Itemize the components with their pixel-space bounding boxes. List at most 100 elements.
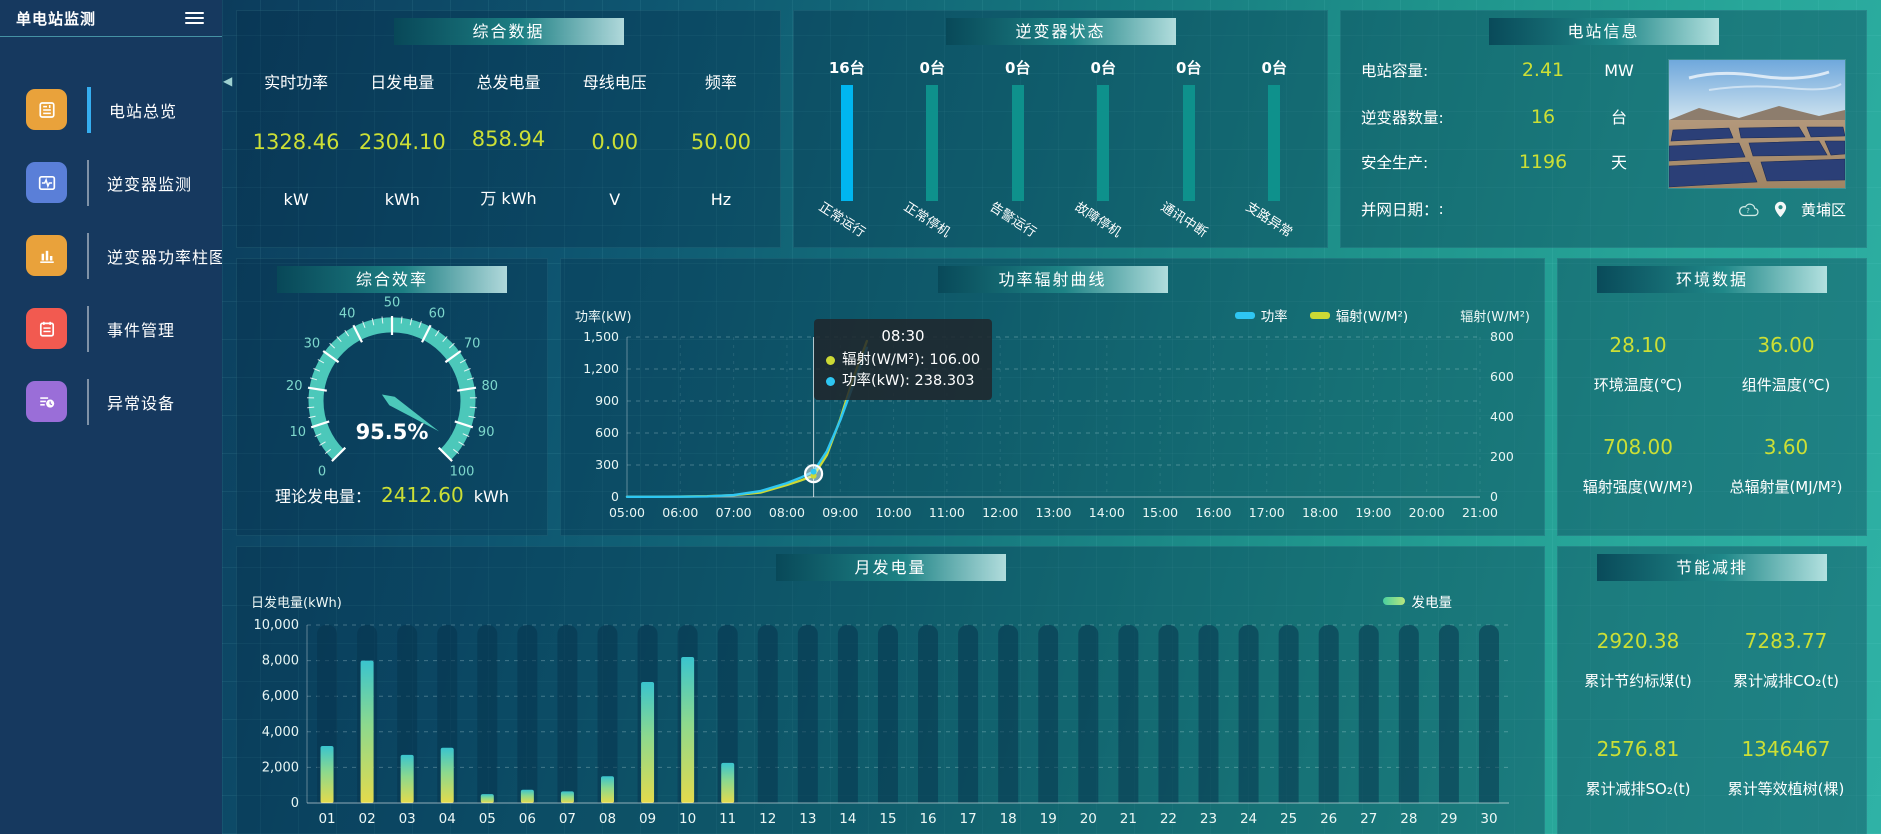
info-label: 安全生产:	[1361, 154, 1429, 172]
sidebar-item-inverter-power-bars[interactable]: 逆变器功率柱图	[0, 219, 225, 292]
info-unit: 天	[1610, 153, 1627, 172]
env-label: 环境温度(℃)	[1593, 376, 1683, 394]
svg-text:6,000: 6,000	[262, 689, 299, 704]
svg-text:08: 08	[599, 811, 616, 827]
panel-station-info: 电站信息 电站容量: 2.41 MW 逆变器数量: 16	[1340, 10, 1867, 248]
metric-unit: kW	[283, 190, 309, 209]
efficiency-gauge[interactable]: 0 10 20 30 40 50 60 70 80 90 100 95.5%	[237, 293, 547, 481]
svg-text:17:00: 17:00	[1249, 505, 1285, 520]
info-label: 逆变器数量:	[1361, 109, 1444, 127]
power-curve-chart[interactable]: 0 300 600 900 1,200 1,500 0 200 400 600 800 05:00 06…	[561, 325, 1544, 535]
sidebar-item-abnormal-devices[interactable]: 异常设备	[0, 365, 222, 438]
svg-text:600: 600	[1490, 369, 1514, 384]
env-value: 3.60	[1763, 435, 1809, 459]
svg-text:11:00: 11:00	[929, 505, 965, 520]
svg-text:07: 07	[559, 811, 576, 827]
status-alarm-running: 0台 告警运行	[975, 57, 1061, 247]
svg-text:15: 15	[879, 811, 896, 827]
theory-energy-row: 理论发电量： 2412.60 kWh	[237, 483, 547, 507]
env-irradiance: 708.00 辐射强度(W/M²)	[1564, 435, 1712, 497]
svg-text:30: 30	[1480, 811, 1497, 827]
status-bar	[926, 85, 939, 201]
sidebar-item-inverter-monitor[interactable]: 逆变器监测	[0, 146, 222, 219]
grid-date-label: 并网日期：	[1361, 201, 1439, 219]
inverter-status-bars[interactable]: 16台 正常运行 0台 正常停机 0台 告警运行	[794, 45, 1327, 247]
svg-text:12: 12	[759, 811, 776, 827]
safe-production-row: 安全生产: 1196 天	[1361, 149, 1664, 194]
sidebar-collapse-arrow[interactable]: ◀	[223, 74, 233, 88]
panel-environment: 环境数据 28.10 环境温度(℃) 36.00 组件温度(℃) 708.00 …	[1557, 258, 1867, 536]
menu-divider	[87, 159, 89, 206]
svg-text:06: 06	[519, 811, 536, 827]
inverter-count-row: 逆变器数量: 16 台	[1361, 104, 1664, 149]
svg-text:14: 14	[839, 811, 856, 827]
tooltip-radiation-row: 辐射(W/M²): 106.00	[826, 350, 980, 371]
svg-text:50: 50	[384, 296, 401, 311]
info-value: 1196	[1518, 151, 1568, 173]
panel-station-info-title: 电站信息	[1488, 18, 1719, 45]
saving-co2: 7283.77 累计减排CO₂(t)	[1712, 629, 1860, 691]
svg-text:19:00: 19:00	[1355, 505, 1391, 520]
monthly-bar-chart[interactable]: 0 2,000 4,000 6,000 8,000 10,000 01 02 03 04 05 06 0…	[237, 611, 1544, 834]
metric-realtime-power: 实时功率 1328.46 kW	[243, 55, 349, 221]
svg-text:0: 0	[1490, 489, 1498, 504]
line-legend: 功率 辐射(W/M²)	[1234, 305, 1408, 325]
legend-item-radiation[interactable]: 辐射(W/M²)	[1309, 305, 1408, 325]
svg-text:1,500: 1,500	[583, 329, 619, 344]
svg-text:90: 90	[478, 425, 495, 440]
right-axis-name: 辐射(W/M²)	[1460, 309, 1530, 325]
saving-value: 2920.38	[1596, 629, 1680, 653]
env-ambient-temp: 28.10 环境温度(℃)	[1564, 333, 1712, 395]
sidebar-item-label: 逆变器功率柱图	[107, 247, 227, 267]
status-bar	[1097, 85, 1110, 201]
svg-text:16: 16	[919, 811, 936, 827]
tooltip-text: 辐射(W/M²): 106.00	[842, 352, 981, 368]
metric-label: 日发电量	[370, 73, 435, 92]
metric-value: 858.94	[471, 127, 546, 151]
status-label: 故障停机	[1072, 199, 1124, 241]
svg-text:23: 23	[1200, 811, 1217, 827]
svg-text:80: 80	[482, 379, 499, 394]
svg-text:16:00: 16:00	[1195, 505, 1231, 520]
monthly-axis-name: 日发电量(kWh)	[251, 595, 342, 611]
status-label: 正常运行	[815, 199, 868, 241]
status-label: 通讯中断	[1157, 199, 1210, 241]
panel-energy-saving: 节能减排 2920.38 累计节约标煤(t) 7283.77 累计减排CO₂(t…	[1557, 546, 1867, 834]
panel-summary-title: 综合数据	[393, 18, 624, 45]
legend-item-power[interactable]: 功率	[1234, 305, 1288, 325]
svg-text:900: 900	[595, 393, 619, 408]
inverter-monitor-icon	[26, 162, 67, 203]
menu-divider	[87, 378, 89, 425]
info-value: 2.41	[1521, 59, 1565, 81]
svg-text:600: 600	[595, 425, 619, 440]
svg-text:12:00: 12:00	[982, 505, 1018, 520]
menu-toggle-icon[interactable]	[183, 8, 206, 28]
svg-text:14:00: 14:00	[1089, 505, 1125, 520]
svg-text:05: 05	[479, 811, 496, 827]
status-branch-abnormal: 0台 支路异常	[1232, 57, 1318, 247]
grid-date-value: :	[1438, 200, 1444, 218]
svg-text:25: 25	[1280, 811, 1297, 827]
location-pin-icon[interactable]	[1774, 201, 1787, 218]
sidebar-item-station-overview[interactable]: 电站总览	[0, 73, 222, 146]
svg-text:18: 18	[1000, 811, 1017, 827]
power-legend-swatch	[1234, 311, 1255, 319]
menu-divider	[87, 305, 89, 352]
sidebar-item-event-management[interactable]: 事件管理	[0, 292, 222, 365]
status-count: 0台	[1090, 59, 1116, 77]
metric-value: 50.00	[690, 129, 751, 154]
weather-cloud-icon[interactable]: ?	[1738, 202, 1760, 217]
menu-divider	[87, 232, 89, 279]
panel-inverter-status: 逆变器状态 16台 正常运行 0台 正常停机 0台	[793, 10, 1328, 248]
svg-text:100: 100	[450, 465, 475, 480]
svg-text:300: 300	[595, 457, 619, 472]
theory-unit: kWh	[473, 487, 509, 506]
svg-text:13:00: 13:00	[1035, 505, 1071, 520]
panel-environment-title: 环境数据	[1597, 266, 1827, 293]
saving-label: 累计减排CO₂(t)	[1733, 672, 1839, 690]
monthly-legend[interactable]: 发电量	[1382, 591, 1452, 611]
svg-text:4,000: 4,000	[262, 725, 299, 740]
env-label: 组件温度(℃)	[1741, 376, 1831, 394]
station-capacity-row: 电站容量: 2.41 MW	[1361, 59, 1664, 104]
metric-unit: 万 kWh	[480, 189, 537, 208]
